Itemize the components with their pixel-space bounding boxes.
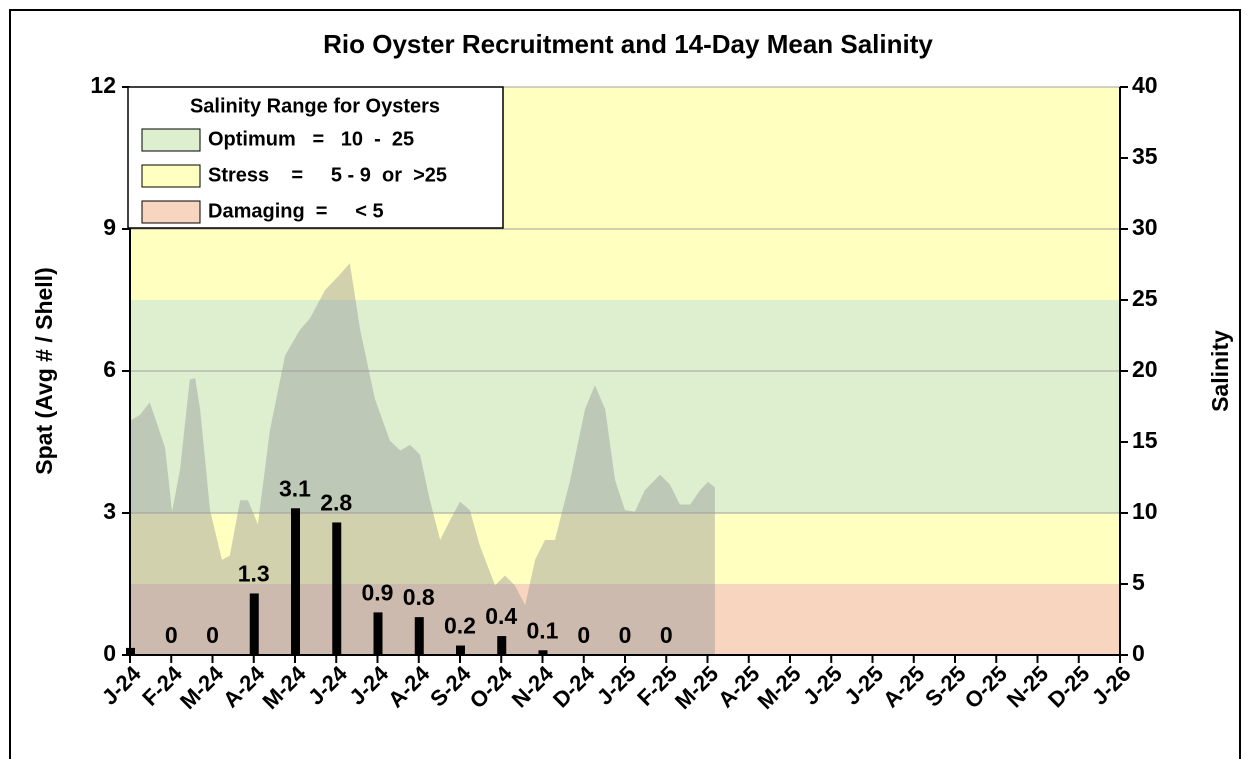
- bar: [497, 636, 507, 655]
- bar: [291, 508, 300, 655]
- y2-tick-label: 25: [1132, 285, 1158, 311]
- x-tick-label: J-24: [344, 660, 393, 709]
- y2-tick-label: 40: [1132, 72, 1158, 98]
- x-tick-label: M-24: [175, 660, 229, 714]
- y-axis-label: Spat (Avg # / Shell): [31, 267, 57, 474]
- legend-label: Damaging = < 5: [208, 200, 384, 222]
- x-tick-label: J-24: [97, 660, 146, 709]
- y-tick-label: 6: [103, 356, 116, 382]
- y2-tick-label: 35: [1132, 143, 1158, 169]
- x-tick-label: D-24: [548, 660, 600, 712]
- y-tick-label: 12: [90, 72, 116, 98]
- y2-axis-label: Salinity: [1207, 330, 1233, 412]
- x-tick-label: O-24: [465, 660, 518, 713]
- data-label: 0.8: [403, 584, 435, 610]
- bar: [414, 617, 424, 655]
- data-label: 0.9: [362, 579, 394, 605]
- y2-tick-label: 15: [1132, 427, 1158, 453]
- x-tick-label: J-25: [839, 661, 888, 710]
- legend-title: Salinity Range for Oysters: [190, 95, 440, 117]
- data-label: 0.2: [444, 613, 476, 639]
- x-tick-label: J-26: [1087, 661, 1136, 710]
- x-tick-label: F-25: [632, 661, 682, 711]
- chart-title: Rio Oyster Recruitment and 14-Day Mean S…: [323, 29, 933, 59]
- data-label: 3.1: [279, 475, 311, 501]
- legend-swatch: [141, 128, 201, 152]
- x-tick-label: M-25: [753, 661, 806, 714]
- data-label: 0: [660, 622, 673, 648]
- x-tick-label: N-24: [507, 660, 559, 712]
- frame: [9, 9, 1241, 759]
- x-tick-label: M-24: [258, 660, 312, 714]
- legend-label: Stress = 5 - 9 or >25: [208, 164, 447, 186]
- legend-label: Optimum = 10 - 25: [208, 128, 414, 150]
- x-tick-label: A-24: [383, 660, 435, 712]
- y-tick-label: 9: [103, 214, 116, 240]
- x-tick-label: D-25: [1043, 661, 1094, 712]
- legend-swatch: [141, 164, 201, 188]
- data-label: 0.1: [527, 617, 559, 643]
- x-tick-label: M-25: [670, 661, 723, 714]
- bar: [373, 612, 383, 655]
- data-label: 0: [577, 622, 590, 648]
- bar: [332, 522, 342, 655]
- y2-tick-label: 5: [1132, 569, 1145, 595]
- data-label: 1.3: [238, 561, 270, 587]
- x-tick-label: J-25: [798, 661, 847, 710]
- data-label: 0.4: [485, 603, 517, 629]
- bar: [249, 593, 259, 655]
- x-tick-label: F-24: [137, 660, 187, 710]
- x-tick-label: J-25: [592, 661, 641, 710]
- y-tick-label: 3: [103, 498, 116, 524]
- x-tick-label: S-25: [920, 661, 971, 712]
- y2-tick-label: 0: [1132, 640, 1145, 666]
- bar: [456, 645, 465, 655]
- bar: [126, 647, 135, 655]
- legend-swatch: [141, 200, 201, 224]
- x-tick-label: A-25: [878, 661, 929, 712]
- data-label: 0: [165, 622, 178, 648]
- bar: [538, 650, 548, 655]
- data-label: 0: [619, 622, 632, 648]
- legend: Salinity Range for Oysters Optimum = 10 -…: [127, 86, 504, 229]
- y2-tick-label: 30: [1132, 214, 1158, 240]
- y-tick-label: 0: [103, 640, 116, 666]
- salinity-band: [130, 300, 1120, 513]
- x-tick-label: A-25: [713, 661, 764, 712]
- data-label: 2.8: [320, 490, 352, 516]
- salinity-area: [130, 263, 715, 655]
- x-tick-label: N-25: [1002, 661, 1053, 712]
- x-tick-label: A-24: [218, 660, 270, 712]
- x-tick-label: J-24: [303, 660, 352, 709]
- x-tick-label: S-24: [425, 660, 476, 711]
- data-label: 0: [206, 622, 219, 648]
- y2-tick-label: 10: [1132, 498, 1158, 524]
- y2-tick-label: 20: [1132, 356, 1158, 382]
- x-tick-label: O-25: [960, 661, 1012, 713]
